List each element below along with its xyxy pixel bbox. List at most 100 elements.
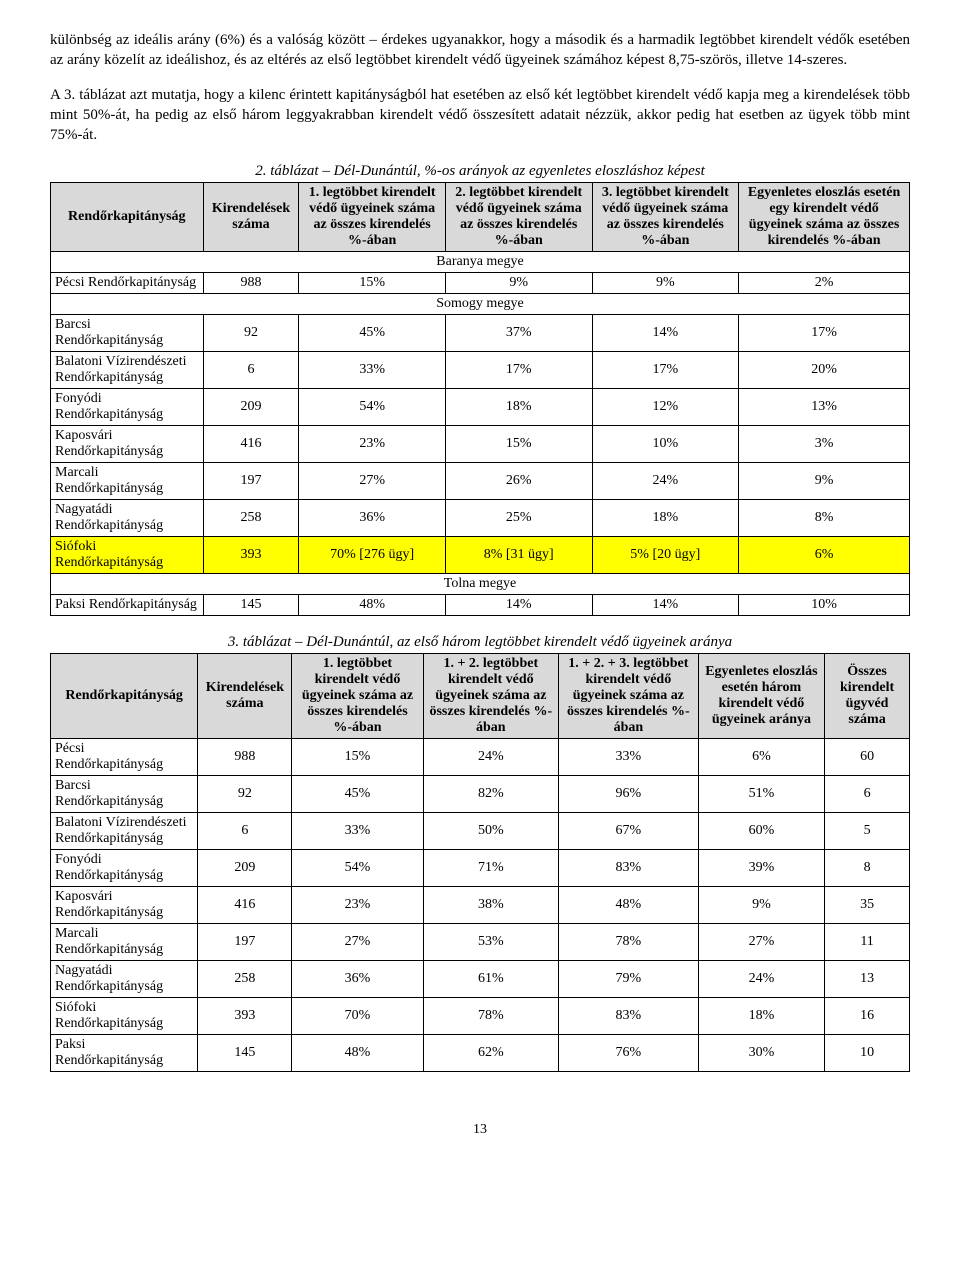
table2-cell: 10% (739, 595, 910, 616)
table2-cell: 145 (203, 595, 299, 616)
table-row: Marcali Rendőrkapitányság19727%53%78%27%… (51, 924, 910, 961)
table2-cell: 17% (445, 352, 592, 389)
table2-cell: 33% (299, 352, 446, 389)
table3-cell: 197 (198, 924, 292, 961)
table2-cell: 24% (592, 463, 739, 500)
table3-cell: Barcsi Rendőrkapitányság (51, 776, 198, 813)
table2-cell: 23% (299, 426, 446, 463)
table-row: Nagyatádi Rendőrkapitányság25836%25%18%8… (51, 500, 910, 537)
table2-cell: 12% (592, 389, 739, 426)
table3-cell: 96% (559, 776, 699, 813)
table-row: Barcsi Rendőrkapitányság9245%37%14%17% (51, 315, 910, 352)
table3-cell: 145 (198, 1035, 292, 1072)
table2-header: Rendőrkapitányság (51, 183, 204, 252)
table2-cell: Pécsi Rendőrkapitányság (51, 273, 204, 294)
table3-cell: 71% (423, 850, 558, 887)
table3-header: Összes kirendelt ügyvéd száma (825, 654, 910, 739)
table3-cell: 5 (825, 813, 910, 850)
table3-cell: 78% (559, 924, 699, 961)
table2-cell: Balatoni Vízirendészeti Rendőrkapitánysá… (51, 352, 204, 389)
table2-cell: 9% (592, 273, 739, 294)
table2-cell: 17% (592, 352, 739, 389)
table3-cell: 8 (825, 850, 910, 887)
table3-cell: 51% (698, 776, 824, 813)
table2-cell: 18% (445, 389, 592, 426)
table2-cell: 25% (445, 500, 592, 537)
table2-cell: 393 (203, 537, 299, 574)
table2-cell: 14% (592, 595, 739, 616)
table3-cell: 38% (423, 887, 558, 924)
table3-cell: 53% (423, 924, 558, 961)
table3-cell: 11 (825, 924, 910, 961)
table2-cell: 70% [276 ügy] (299, 537, 446, 574)
table3-cell: Nagyatádi Rendőrkapitányság (51, 961, 198, 998)
table-row: Fonyódi Rendőrkapitányság20954%71%83%39%… (51, 850, 910, 887)
table2-cell: Kaposvári Rendőrkapitányság (51, 426, 204, 463)
table3-cell: 6 (198, 813, 292, 850)
table2-section-title: Tolna megye (51, 574, 910, 595)
table3-cell: 36% (292, 961, 423, 998)
table-row: Kaposvári Rendőrkapitányság41623%38%48%9… (51, 887, 910, 924)
table-row: Marcali Rendőrkapitányság19727%26%24%9% (51, 463, 910, 500)
table3-cell: 82% (423, 776, 558, 813)
table2-cell: Marcali Rendőrkapitányság (51, 463, 204, 500)
table2-cell: 45% (299, 315, 446, 352)
table3-caption: 3. táblázat – Dél-Dunántúl, az első háro… (50, 634, 910, 651)
table3-header: Kirendelések száma (198, 654, 292, 739)
table3: RendőrkapitányságKirendelések száma1. le… (50, 653, 910, 1072)
table3-cell: 27% (292, 924, 423, 961)
table3-cell: 23% (292, 887, 423, 924)
table-row: Siófoki Rendőrkapitányság39370%78%83%18%… (51, 998, 910, 1035)
table2-cell: 197 (203, 463, 299, 500)
table3-cell: 48% (292, 1035, 423, 1072)
table2-cell: 15% (299, 273, 446, 294)
table2-cell: 10% (592, 426, 739, 463)
table3-cell: 416 (198, 887, 292, 924)
table-row: Siófoki Rendőrkapitányság39370% [276 ügy… (51, 537, 910, 574)
table3-cell: 6% (698, 739, 824, 776)
table2-cell: 54% (299, 389, 446, 426)
table2-cell: Paksi Rendőrkapitányság (51, 595, 204, 616)
table3-cell: 393 (198, 998, 292, 1035)
table2-cell: 48% (299, 595, 446, 616)
table2-cell: 15% (445, 426, 592, 463)
table2-cell: 2% (739, 273, 910, 294)
table3-cell: 48% (559, 887, 699, 924)
table2-header: Kirendelések száma (203, 183, 299, 252)
table2-cell: 26% (445, 463, 592, 500)
table3-cell: Paksi Rendőrkapitányság (51, 1035, 198, 1072)
table3-cell: 13 (825, 961, 910, 998)
table3-cell: 62% (423, 1035, 558, 1072)
table3-cell: 67% (559, 813, 699, 850)
table2-cell: 17% (739, 315, 910, 352)
table-row: Kaposvári Rendőrkapitányság41623%15%10%3… (51, 426, 910, 463)
table3-cell: 24% (423, 739, 558, 776)
table3-cell: 33% (292, 813, 423, 850)
table3-cell: 24% (698, 961, 824, 998)
table3-cell: Marcali Rendőrkapitányság (51, 924, 198, 961)
table2-cell: 209 (203, 389, 299, 426)
table2-section-title: Baranya megye (51, 252, 910, 273)
table2-cell: Nagyatádi Rendőrkapitányság (51, 500, 204, 537)
table3-cell: 50% (423, 813, 558, 850)
table3-header: 1. + 2. legtöbbet kirendelt védő ügyeine… (423, 654, 558, 739)
table2-header: Egyenletes eloszlás esetén egy kirendelt… (739, 183, 910, 252)
table3-cell: 10 (825, 1035, 910, 1072)
table3-cell: Fonyódi Rendőrkapitányság (51, 850, 198, 887)
table3-header: Egyenletes eloszlás esetén három kirende… (698, 654, 824, 739)
table2-cell: 6 (203, 352, 299, 389)
table2-cell: 3% (739, 426, 910, 463)
page-number: 13 (50, 1122, 910, 1138)
table3-cell: 15% (292, 739, 423, 776)
table3-cell: 45% (292, 776, 423, 813)
table3-cell: 60% (698, 813, 824, 850)
table3-cell: 83% (559, 850, 699, 887)
table2-cell: 6% (739, 537, 910, 574)
table2-cell: 14% (592, 315, 739, 352)
table2-cell: Fonyódi Rendőrkapitányság (51, 389, 204, 426)
paragraph-1: különbség az ideális arány (6%) és a val… (50, 30, 910, 71)
table2-cell: 9% (739, 463, 910, 500)
table2-header: 3. legtöbbet kirendelt védő ügyeinek szá… (592, 183, 739, 252)
table-row: Pécsi Rendőrkapitányság98815%24%33%6%60 (51, 739, 910, 776)
table3-cell: 16 (825, 998, 910, 1035)
